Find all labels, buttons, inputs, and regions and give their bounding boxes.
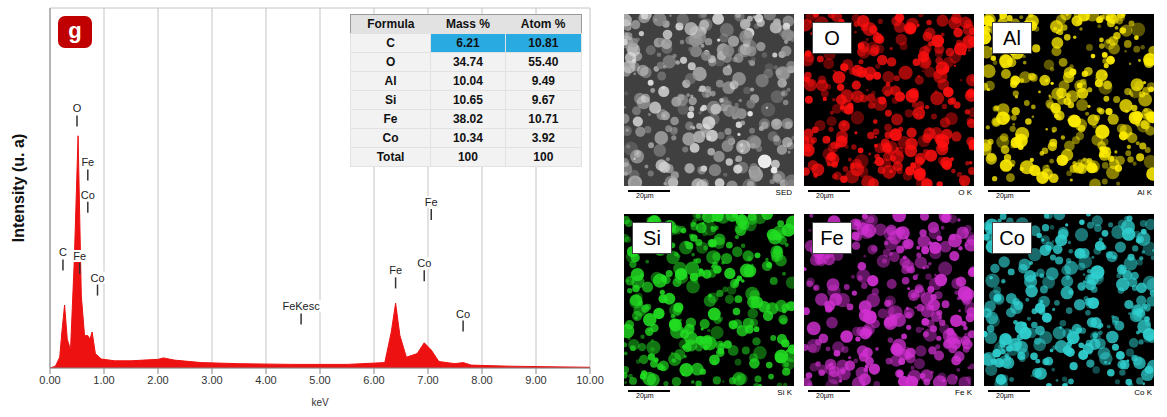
html-text:20µm: 20µm [996,192,1014,199]
svg-text:FeKesc: FeKesc [282,300,320,312]
svg-text:O: O [73,102,82,114]
html-text:34.74: 34.74 [452,55,483,69]
html-text:38.02: 38.02 [452,112,483,126]
html-text:Si: Si [384,93,397,107]
html-text:20µm: 20µm [816,192,834,199]
svg-text:C: C [59,246,67,258]
svg-text:2.00: 2.00 [147,374,168,386]
svg-text:Co: Co [90,272,104,284]
html-text:20µm: 20µm [816,392,834,399]
html-text:O K: O K [958,188,972,197]
html-text:Fe K: Fe K [955,388,972,397]
html-text:Si: Si [643,227,661,249]
html-text:Total: Total [376,150,405,164]
html-text:9.49: 9.49 [531,74,555,88]
html-text:10.71: 10.71 [528,112,559,126]
html-text:100: 100 [457,150,478,164]
html-text:10.34: 10.34 [452,131,483,145]
html-text:3.92: 3.92 [531,131,555,145]
html-text:SED: SED [775,188,792,197]
html-text:C: C [386,36,395,50]
svg-text:5.00: 5.00 [309,374,330,386]
html-text:Co K: Co K [1134,388,1152,397]
html-text:Al: Al [1003,27,1021,49]
html-text:Co: Co [382,131,399,145]
html-text:10.65: 10.65 [452,93,483,107]
html-text:10.04: 10.04 [452,74,483,88]
svg-text:Fe: Fe [425,196,438,208]
html-text:Fe: Fe [383,112,398,126]
svg-text:6.00: 6.00 [363,374,384,386]
html-text:20µm: 20µm [996,392,1014,399]
html-text:20µm: 20µm [636,192,654,199]
html-text:g: g [68,18,82,43]
svg-text:Fe: Fe [81,156,94,168]
html-text:55.40: 55.40 [528,55,559,69]
html-text:Al: Al [384,74,397,88]
html-text:Si K: Si K [777,388,792,397]
svg-text:10.00: 10.00 [576,374,604,386]
svg-text:9.00: 9.00 [525,374,546,386]
svg-text:keV: keV [311,397,329,408]
svg-text:Intensity (u. a): Intensity (u. a) [10,134,27,242]
svg-text:1.00: 1.00 [93,374,114,386]
svg-text:3.00: 3.00 [201,374,222,386]
svg-text:0.00: 0.00 [39,374,60,386]
html-text:10.81: 10.81 [528,36,559,50]
svg-text:Co: Co [81,189,95,201]
svg-text:Co: Co [417,257,431,269]
html-text:6.21: 6.21 [456,36,480,50]
svg-text:8.00: 8.00 [471,374,492,386]
html-text:Atom %: Atom % [520,17,566,31]
html-text:9.67: 9.67 [531,93,555,107]
svg-text:Fe: Fe [389,264,402,276]
html-text:O: O [385,55,396,69]
html-text:Formula: Formula [367,17,415,31]
html-text:Co: Co [999,227,1025,249]
html-text:100: 100 [533,150,554,164]
html-text:O: O [824,27,840,49]
html-text:Fe: Fe [820,227,844,249]
html-text:Mass %: Mass % [445,17,490,31]
html-text:Al K: Al K [1137,188,1152,197]
html-text:20µm: 20µm [636,392,654,399]
svg-text:Fe: Fe [73,250,86,262]
svg-text:4.00: 4.00 [255,374,276,386]
svg-text:7.00: 7.00 [417,374,438,386]
svg-text:Co: Co [456,308,470,320]
